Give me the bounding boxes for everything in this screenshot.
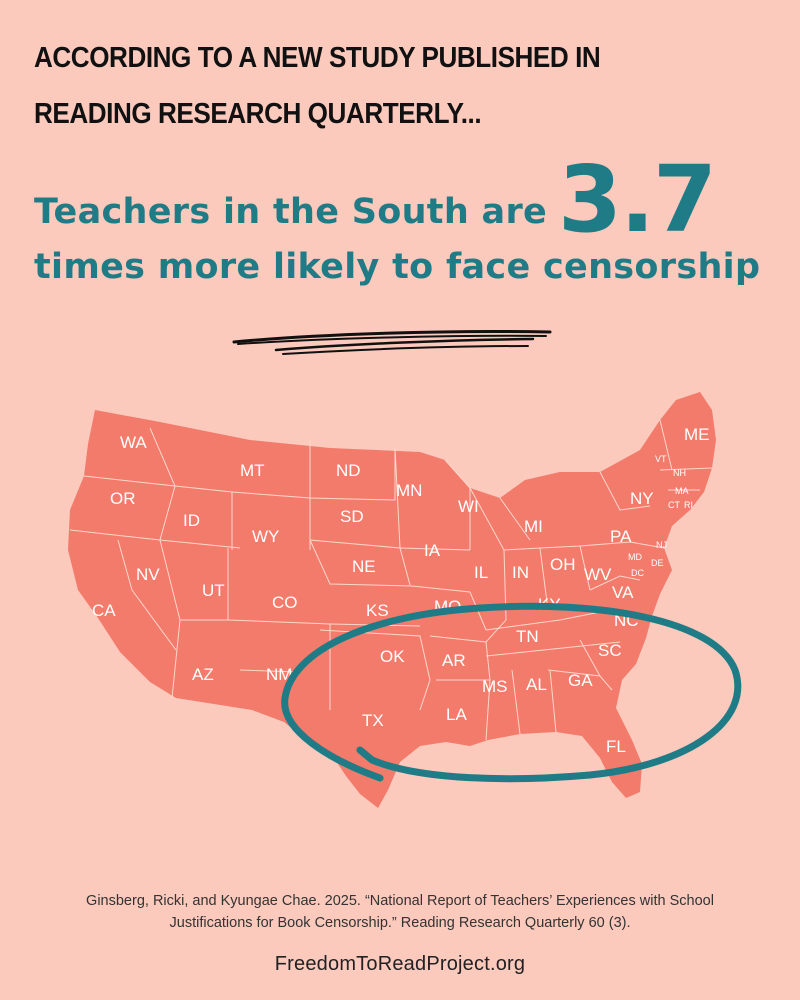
citation-line-1: Ginsberg, Ricki, and Kyungae Chae. 2025.… bbox=[86, 893, 714, 909]
state-label: RI bbox=[684, 500, 693, 510]
state-label: MT bbox=[240, 461, 265, 480]
state-label: NV bbox=[136, 565, 160, 584]
website-url[interactable]: FreedomToReadProject.org bbox=[274, 953, 526, 975]
state-label: ND bbox=[336, 461, 361, 480]
stat-line-1: Teachers in the South are bbox=[34, 192, 548, 232]
state-label: PA bbox=[610, 527, 632, 546]
stat-number: 3.7 bbox=[558, 146, 717, 253]
state-label: VT bbox=[655, 454, 667, 464]
state-label: ID bbox=[183, 511, 200, 530]
state-label: GA bbox=[568, 671, 593, 690]
state-label: OH bbox=[550, 555, 576, 574]
state-label: LA bbox=[446, 705, 467, 724]
state-label: AL bbox=[526, 675, 547, 694]
heading-line-1: ACCORDING TO A NEW STUDY PUBLISHED IN bbox=[34, 42, 601, 74]
state-label: FL bbox=[606, 737, 626, 756]
state-label: WA bbox=[120, 433, 147, 452]
stat-line-2: times more likely to face censorship bbox=[34, 247, 761, 287]
state-label: IA bbox=[424, 541, 441, 560]
state-labels: WA OR CA ID NV MT WY UT AZ CO NM ND SD N… bbox=[92, 425, 710, 756]
state-label: OR bbox=[110, 489, 136, 508]
state-label: NE bbox=[352, 557, 376, 576]
state-label: AZ bbox=[192, 665, 214, 684]
state-label: SD bbox=[340, 507, 364, 526]
state-label: WI bbox=[458, 497, 479, 516]
state-label: MA bbox=[675, 486, 689, 496]
state-label: OK bbox=[380, 647, 405, 666]
state-label: VA bbox=[612, 583, 634, 602]
state-label: TX bbox=[362, 711, 384, 730]
state-label: DE bbox=[651, 558, 664, 568]
state-label: MD bbox=[628, 552, 642, 562]
state-label: NH bbox=[673, 468, 686, 478]
state-label: MI bbox=[524, 517, 543, 536]
state-label: CA bbox=[92, 601, 116, 620]
state-label: IL bbox=[474, 563, 488, 582]
state-label: KS bbox=[366, 601, 389, 620]
state-label: NJ bbox=[656, 540, 667, 550]
south-highlight-ring bbox=[281, 602, 742, 783]
state-label: WY bbox=[252, 527, 279, 546]
state-label: MS bbox=[482, 677, 508, 696]
state-label: CO bbox=[272, 593, 298, 612]
state-label: ME bbox=[684, 425, 710, 444]
state-label: IN bbox=[512, 563, 529, 582]
state-label: SC bbox=[598, 641, 622, 660]
citation: Ginsberg, Ricki, and Kyungae Chae. 2025.… bbox=[40, 890, 760, 934]
state-borders bbox=[69, 419, 713, 741]
state-label: WV bbox=[584, 565, 612, 584]
us-map: WA OR CA ID NV MT WY UT AZ CO NM ND SD N… bbox=[68, 392, 742, 808]
heading-line-2: READING RESEARCH QUARTERLY... bbox=[34, 98, 482, 130]
scribble-underline bbox=[232, 329, 552, 355]
state-label: MN bbox=[396, 481, 422, 500]
state-label: NM bbox=[266, 665, 292, 684]
state-label: UT bbox=[202, 581, 225, 600]
state-label: CT bbox=[668, 500, 680, 510]
state-label: NY bbox=[630, 489, 654, 508]
study-heading: ACCORDING TO A NEW STUDY PUBLISHED IN RE… bbox=[34, 30, 682, 142]
citation-line-2: Justifications for Book Censorship.” Rea… bbox=[169, 915, 631, 931]
us-silhouette bbox=[68, 392, 716, 808]
state-label: TN bbox=[516, 627, 539, 646]
state-label: AR bbox=[442, 651, 466, 670]
state-label: DC bbox=[631, 568, 644, 578]
